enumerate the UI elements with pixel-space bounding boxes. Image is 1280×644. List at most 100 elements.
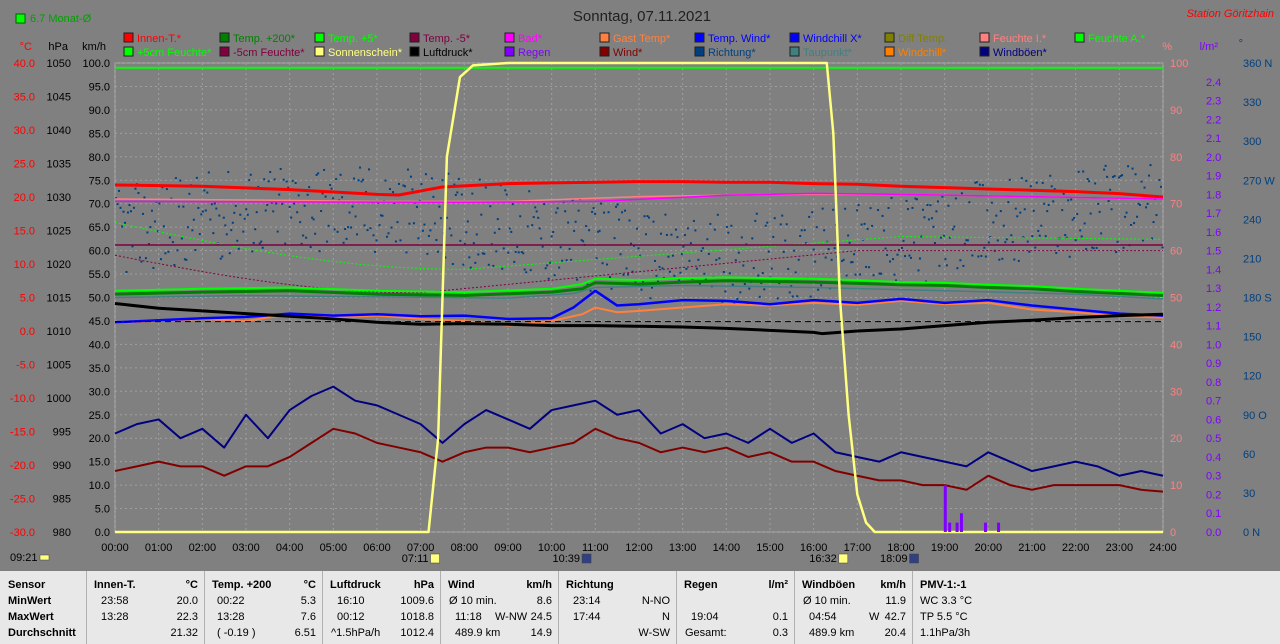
- richtung-point: [892, 258, 895, 261]
- stats-wind-avg10-val: 8.6: [536, 595, 552, 607]
- rain-tick: 1.8: [1206, 189, 1221, 201]
- richtung-point: [658, 265, 661, 268]
- richtung-point: [149, 226, 152, 229]
- richtung-point: [306, 193, 309, 196]
- richtung-point: [571, 199, 574, 202]
- stats-pmv-tp: TP 5.5 °C: [920, 611, 968, 623]
- richtung-point: [312, 218, 315, 221]
- richtung-point: [391, 191, 394, 194]
- legend-row1-item[interactable]: Bad*: [504, 32, 543, 45]
- legend-row1-item[interactable]: Windchill X*: [789, 32, 862, 45]
- stats-windboeen-distance: 489.9 km: [809, 627, 855, 639]
- richtung-point: [224, 224, 227, 227]
- legend-row2-item[interactable]: Regen: [504, 46, 550, 59]
- kmh-axis-unit: km/h: [82, 41, 106, 53]
- richtung-point: [481, 252, 484, 255]
- pct-tick: 50: [1170, 293, 1182, 305]
- richtung-point: [927, 218, 930, 221]
- richtung-point: [204, 209, 207, 212]
- legend-row1-item[interactable]: Gast Temp*: [599, 32, 671, 45]
- richtung-point: [573, 229, 576, 232]
- richtung-point: [215, 207, 218, 210]
- x-tick: 08:00: [451, 542, 479, 554]
- legend-row2-item[interactable]: Luftdruck*: [409, 46, 473, 59]
- legend-row1-item[interactable]: Temp. +200*: [219, 32, 296, 45]
- legend-row2-item[interactable]: Windchill*: [884, 46, 947, 59]
- richtung-point: [797, 258, 800, 261]
- richtung-point: [594, 212, 597, 215]
- legend-label: Richtung*: [708, 47, 756, 59]
- richtung-point: [122, 210, 125, 213]
- rain-tick: 0.9: [1206, 358, 1221, 370]
- richtung-point: [564, 210, 567, 213]
- richtung-point: [511, 203, 514, 206]
- legend-row1-item[interactable]: Innen-T.*: [123, 32, 182, 45]
- richtung-point: [683, 234, 686, 237]
- richtung-point: [502, 247, 505, 250]
- regen-bar: [955, 522, 959, 532]
- legend-row2-item[interactable]: Richtung*: [694, 46, 756, 59]
- richtung-point: [724, 290, 727, 293]
- kmh-tick: 35.0: [89, 363, 110, 375]
- richtung-point: [365, 190, 368, 193]
- richtung-point: [182, 205, 185, 208]
- stats-col-regen: Regen l/m² 19:04 0.1 Gesamt: 0.3: [677, 571, 795, 644]
- legend-row1-item[interactable]: Diff Temp.: [884, 32, 947, 45]
- richtung-point: [935, 210, 938, 213]
- richtung-point: [933, 241, 936, 244]
- richtung-point: [146, 231, 149, 234]
- legend-row2-item[interactable]: Sonnenschein*: [314, 46, 403, 59]
- richtung-point: [1062, 192, 1065, 195]
- richtung-point: [824, 256, 827, 259]
- legend-row1-item[interactable]: Temp. +5*: [314, 32, 379, 45]
- legend-row1-item[interactable]: Temp. Wind*: [694, 32, 771, 45]
- stats-pmv-title: PMV-1:-1: [920, 579, 967, 591]
- richtung-point: [433, 222, 436, 225]
- richtung-point: [863, 222, 866, 225]
- richtung-point: [968, 201, 971, 204]
- legend-row1-item[interactable]: Feuchte A.*: [1074, 32, 1146, 45]
- richtung-point: [589, 289, 592, 292]
- kmh-tick: 0.0: [95, 527, 110, 539]
- richtung-point: [553, 274, 556, 277]
- dir-tick: 180 S: [1243, 293, 1272, 305]
- legend-swatch: [123, 46, 134, 57]
- richtung-point: [631, 270, 634, 273]
- richtung-point: [147, 242, 150, 245]
- richtung-point: [1013, 258, 1016, 261]
- series-bad: [114, 192, 1164, 204]
- legend-row2-item[interactable]: Taupunkt*: [789, 46, 853, 59]
- richtung-point: [844, 207, 847, 210]
- legend-row2-item[interactable]: Wind*: [599, 46, 643, 59]
- richtung-point: [529, 269, 532, 272]
- richtung-point: [588, 229, 591, 232]
- stats-col-innen: Innen-T. °C 23:58 20.0 13:28 22.3 21.32: [87, 571, 205, 644]
- stats-sensor-max: MaxWert: [8, 611, 54, 623]
- richtung-point: [129, 210, 132, 213]
- temp-tick: 15.0: [14, 226, 35, 238]
- richtung-point: [188, 192, 191, 195]
- x-tick: 09:00: [494, 542, 522, 554]
- richtung-point: [540, 237, 543, 240]
- richtung-point: [523, 268, 526, 271]
- stats-richtung-min-val: N-NO: [641, 595, 670, 607]
- stats-wind-unit: km/h: [526, 579, 552, 591]
- legend-row2-item[interactable]: Windböen*: [979, 46, 1048, 59]
- legend-swatch: [314, 46, 325, 57]
- legend-row2-item[interactable]: -5cm Feuchte*: [219, 46, 305, 59]
- richtung-point: [809, 295, 812, 298]
- legend-row1-item[interactable]: Feuchte I.*: [979, 32, 1047, 45]
- legend-row2-item[interactable]: +5cm Feuchte*: [123, 46, 212, 59]
- x-tick: 19:00: [931, 542, 959, 554]
- richtung-point: [730, 224, 733, 227]
- richtung-point: [574, 220, 577, 223]
- x-tick: 14:00: [713, 542, 741, 554]
- richtung-point: [644, 233, 647, 236]
- richtung-point: [956, 267, 959, 270]
- x-tick: 16:00: [800, 542, 828, 554]
- legend-label: Regen: [518, 47, 550, 59]
- stats-temp200-avg-val: 6.51: [294, 627, 316, 639]
- richtung-point: [225, 233, 228, 236]
- legend-row1-item[interactable]: Temp. -5*: [409, 32, 471, 45]
- richtung-point: [115, 197, 117, 200]
